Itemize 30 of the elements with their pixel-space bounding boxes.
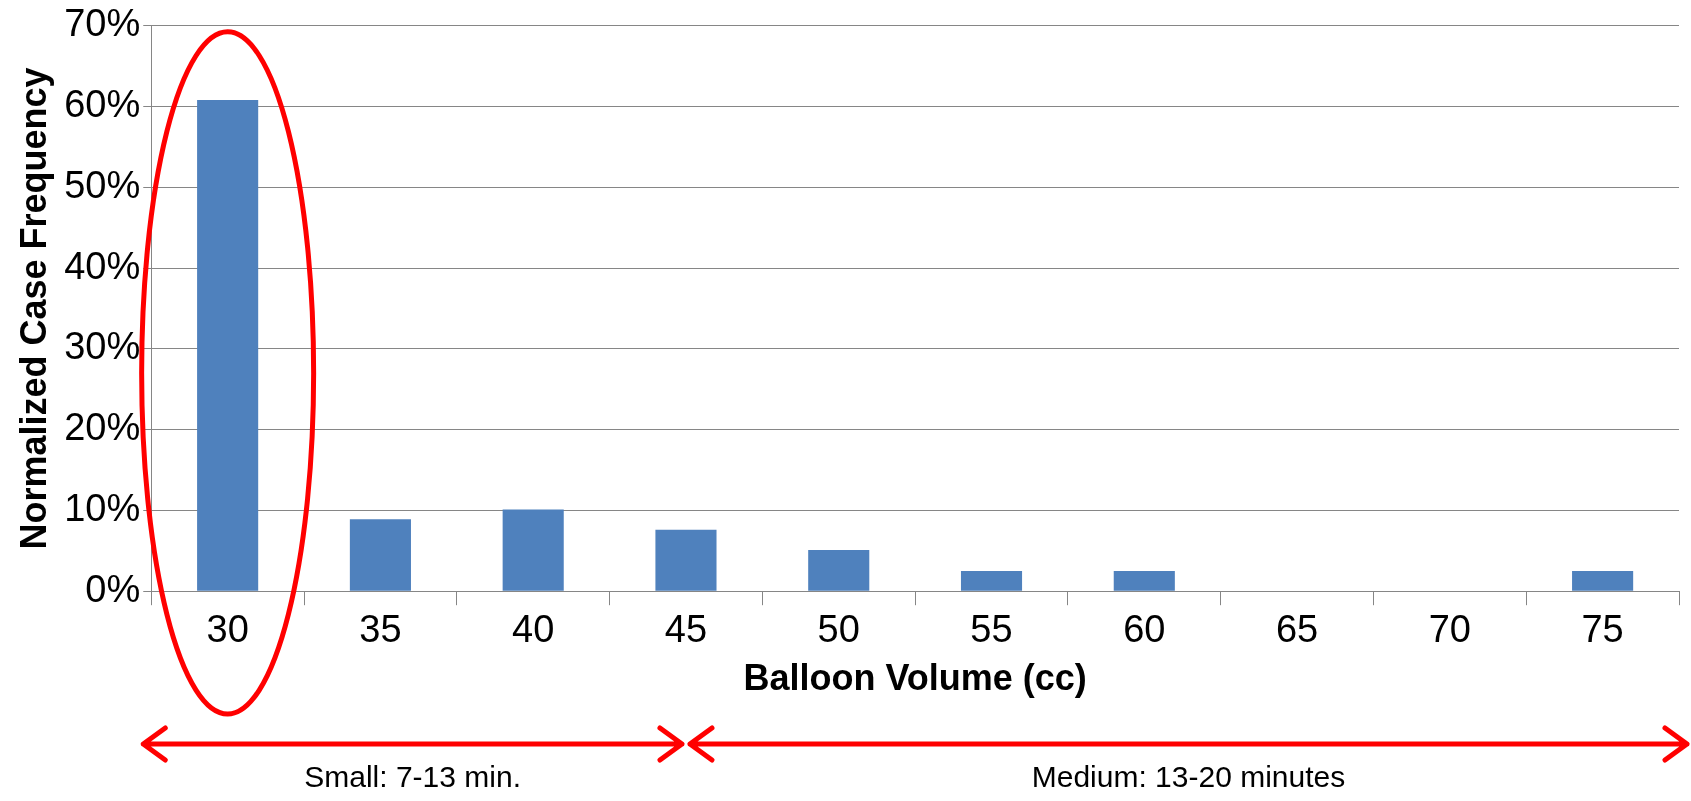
bar	[960, 571, 1023, 591]
x-tick-label: 60	[1123, 608, 1166, 651]
y-tick-label: 50%	[64, 163, 141, 206]
y-tick-label: 0%	[85, 567, 141, 610]
y-tick-label: 40%	[64, 244, 141, 287]
bar	[1113, 571, 1175, 591]
bar	[502, 509, 564, 591]
y-tick-label: 70%	[64, 2, 141, 45]
y-tick-label: 20%	[64, 406, 141, 449]
x-tick-label: 65	[1275, 608, 1319, 651]
x-tick-label: 35	[359, 608, 402, 651]
x-tick-label: 30	[206, 608, 249, 651]
bar	[349, 519, 411, 591]
x-tick-label: 70	[1428, 608, 1471, 651]
x-axis-title: Balloon Volume (cc)	[743, 657, 1087, 699]
bar	[808, 550, 870, 591]
x-tick-label: 50	[817, 608, 860, 651]
text: Medium: 13-20 minutes	[1031, 760, 1346, 794]
bar	[1572, 571, 1634, 591]
y-tick-label: 60%	[64, 83, 141, 126]
y-tick-label: 10%	[64, 486, 141, 529]
x-tick-label: 40	[512, 608, 555, 651]
x-tick-label: 75	[1581, 608, 1624, 651]
x-tick-label: 55	[970, 608, 1013, 651]
text: Small: 7-13 min.	[304, 760, 521, 794]
y-axis-title: Normalized Case Frequency	[12, 67, 54, 550]
bar	[197, 100, 259, 591]
x-tick-label: 45	[664, 608, 708, 651]
y-tick-label: 30%	[64, 325, 141, 368]
bar	[655, 529, 717, 591]
